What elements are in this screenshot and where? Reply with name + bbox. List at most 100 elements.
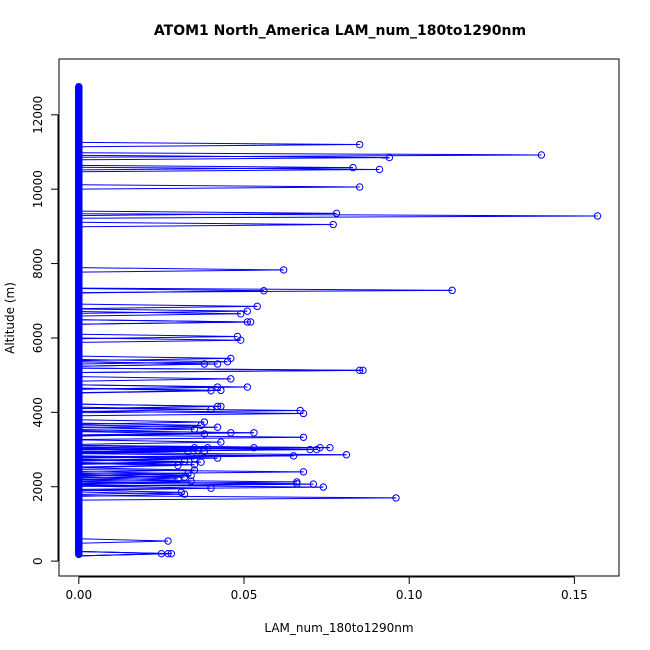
- data-point: [187, 477, 195, 485]
- data-point: [164, 549, 172, 558]
- profile-segment-back: [78, 388, 211, 392]
- data-point: [375, 165, 384, 174]
- profile-segment-out: [78, 339, 241, 343]
- profile-segment-back: [78, 367, 360, 371]
- profile-segment-out: [78, 186, 360, 190]
- profile-segment-back: [78, 444, 195, 449]
- data-point: [293, 478, 301, 486]
- data-point: [213, 360, 222, 368]
- profile-segment-back: [78, 267, 284, 271]
- data-point: [197, 458, 205, 466]
- profile-segment-back: [78, 407, 301, 411]
- data-point: [164, 537, 172, 545]
- profile-segment-back: [78, 489, 182, 493]
- data-point: [213, 454, 222, 462]
- data-point: [197, 421, 205, 430]
- profile-segment-back: [78, 419, 205, 423]
- profile-segment-out: [78, 409, 301, 414]
- profile-segment-out: [78, 553, 172, 557]
- profile-segment-back: [78, 474, 185, 478]
- data-point: [213, 402, 222, 411]
- profile-segment-back: [78, 308, 248, 312]
- data-point: [200, 430, 209, 438]
- profile-segment-back: [78, 311, 241, 315]
- data-point: [243, 307, 252, 315]
- data-point: [174, 475, 182, 483]
- profile-segment-back: [78, 355, 231, 359]
- y-axis: 0 2000 4000 6000 8000 10000 12000: [31, 96, 59, 565]
- profile-segment-out: [78, 144, 360, 148]
- data-points: [75, 82, 602, 559]
- data-point: [319, 483, 328, 491]
- profile-segment-back: [78, 221, 334, 226]
- profile-segment-out: [78, 390, 211, 394]
- profile-segment-back: [78, 361, 218, 365]
- profile-segment-back: [78, 481, 314, 485]
- profile-segment-back: [78, 456, 195, 460]
- data-point: [180, 457, 189, 466]
- profile-segment-out: [78, 441, 221, 445]
- x-axis-label: LAM_num_180to1290nm: [264, 621, 413, 635]
- profile-segment-back: [78, 287, 264, 292]
- data-point: [180, 473, 189, 481]
- data-point: [342, 451, 351, 459]
- profile-segment-out: [78, 224, 334, 228]
- profile-segment-out: [78, 363, 218, 367]
- data-point: [250, 443, 258, 452]
- data-point: [309, 480, 318, 488]
- profile-segment-back: [78, 491, 185, 495]
- data-point: [184, 447, 192, 456]
- profile-segment-back: [78, 439, 221, 443]
- x-tick-label: 0.15: [561, 588, 588, 602]
- data-point: [355, 183, 364, 191]
- profile-segment-out: [78, 215, 598, 219]
- plot-frame: [58, 58, 620, 577]
- data-point: [385, 153, 394, 162]
- y-tick-label: 4000: [31, 397, 45, 428]
- profile-segment-back: [78, 184, 360, 188]
- data-point: [243, 318, 252, 326]
- chart-title: ATOM1 North_America LAM_num_180to1290nm: [154, 23, 526, 39]
- profile-segment-back: [78, 462, 178, 467]
- profile-segment-back: [78, 495, 396, 499]
- data-point: [289, 452, 298, 460]
- profile-segment-back: [78, 141, 360, 146]
- profile-lines: [78, 141, 598, 557]
- data-point: [237, 336, 245, 344]
- data-point: [237, 310, 245, 318]
- profile-segment-back: [78, 476, 178, 480]
- profile-segment-out: [78, 497, 396, 501]
- profile-segment-back: [78, 431, 205, 435]
- profile-segment-back: [78, 376, 231, 380]
- profile-segment-back: [78, 447, 198, 451]
- profile-segment-back: [78, 470, 188, 475]
- y-axis-label: Altitude (m): [3, 282, 17, 354]
- data-point: [253, 302, 261, 311]
- profile-segment-back: [78, 472, 192, 477]
- profile-segment-back: [78, 453, 294, 457]
- profile-segment-out: [78, 313, 241, 317]
- x-tick-label: 0.00: [65, 588, 92, 602]
- data-point: [293, 480, 301, 488]
- data-point: [246, 318, 255, 326]
- profile-segment-back: [78, 384, 218, 388]
- profile-segment-back: [78, 287, 453, 291]
- data-point: [213, 423, 222, 431]
- profile-segment-back: [78, 213, 598, 217]
- data-point: [329, 220, 337, 229]
- profile-segment-back: [78, 467, 195, 471]
- profile-segment-back: [78, 434, 304, 438]
- profile-segment-back: [78, 319, 248, 323]
- profile-segment-back: [78, 337, 241, 341]
- profile-segment-out: [78, 412, 304, 417]
- data-point: [279, 266, 288, 274]
- y-tick-label: 10000: [31, 170, 45, 208]
- profile-segment-back: [78, 459, 202, 463]
- data-point: [332, 209, 341, 218]
- profile-segment-back: [78, 210, 337, 214]
- data-point: [349, 163, 357, 172]
- data-point: [593, 212, 602, 220]
- profile-segment-back: [78, 333, 238, 337]
- profile-segment-out: [78, 168, 380, 173]
- y-tick-label: 2000: [31, 471, 45, 502]
